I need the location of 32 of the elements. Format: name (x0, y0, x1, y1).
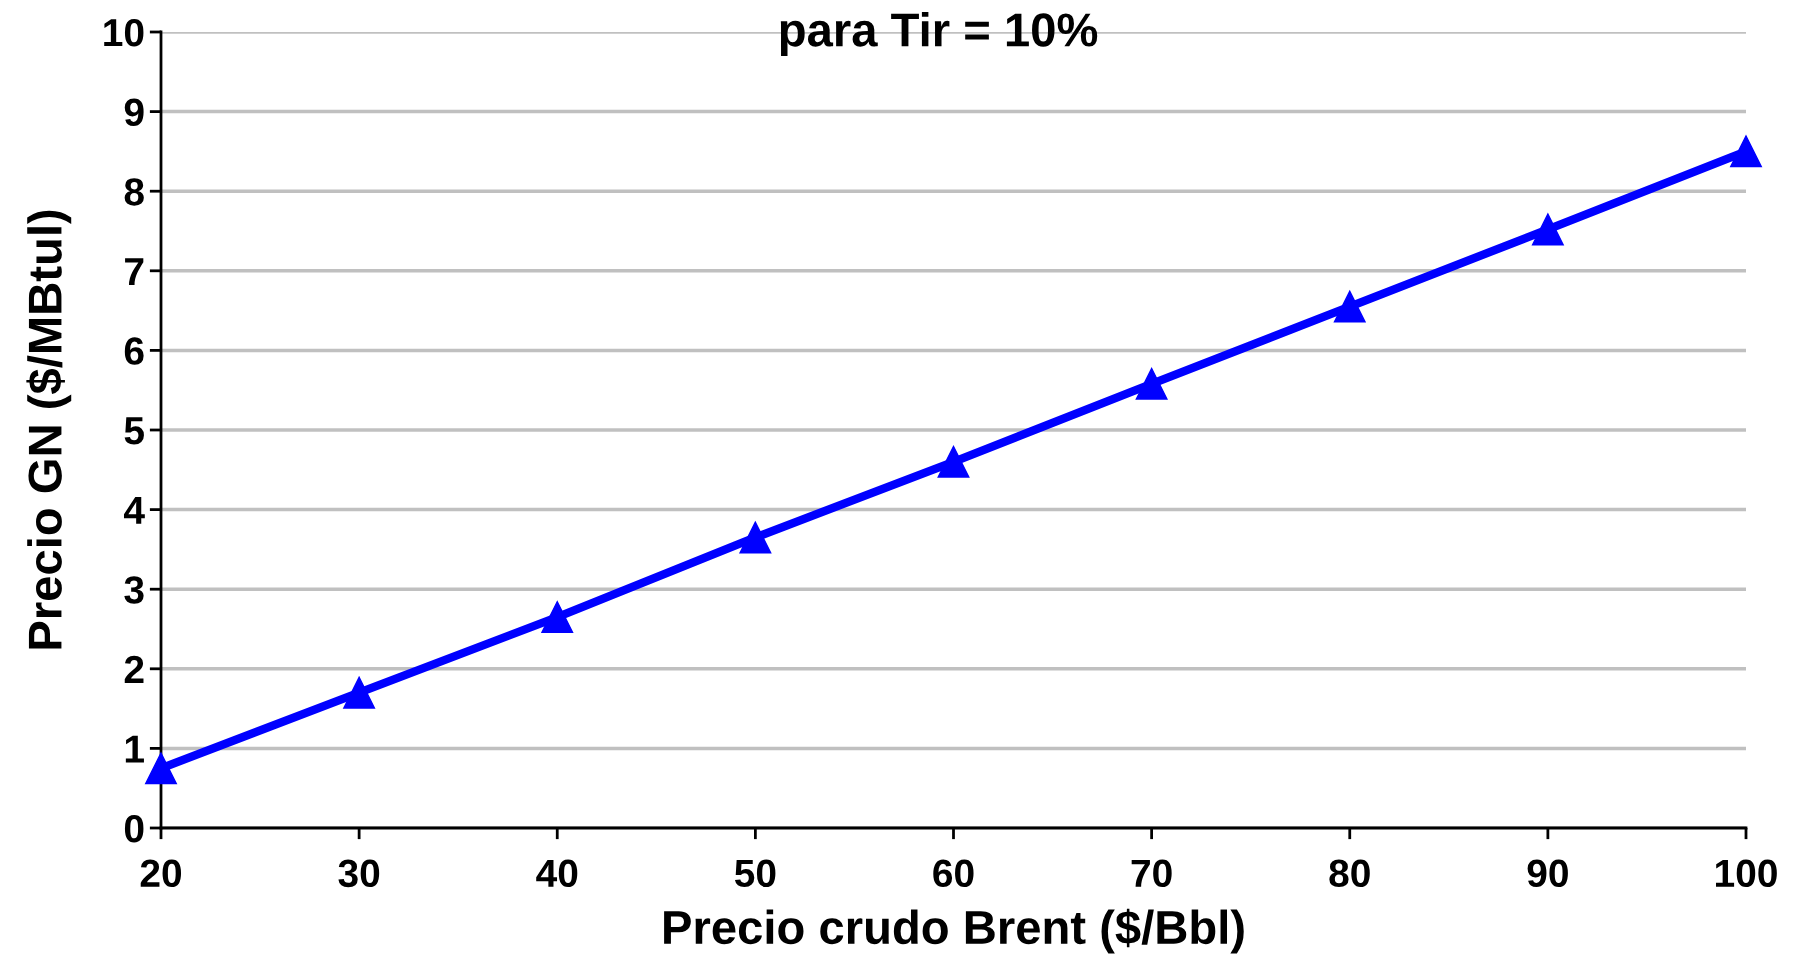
x-tick-label: 40 (536, 859, 578, 888)
x-axis-title: Precio crudo Brent ($/Bbl) (664, 908, 1244, 954)
x-tick-label: 70 (1131, 859, 1172, 888)
point (1333, 290, 1366, 323)
x-tick-label: 60 (933, 859, 974, 888)
x-tick-label: 80 (1329, 859, 1370, 888)
point (343, 676, 376, 709)
point (145, 752, 177, 785)
x-tick-label: 90 (1527, 859, 1568, 888)
y-tick-label: 1 (125, 735, 144, 763)
point (937, 445, 970, 478)
y-tick-label: 8 (124, 178, 144, 206)
point (1730, 135, 1762, 168)
y-axis-title: Precio GN ($/MBtul) (26, 210, 72, 649)
point (739, 521, 772, 554)
x-tick-label: 100 (1716, 859, 1777, 888)
y-tick-label: 3 (124, 576, 144, 604)
point (1531, 213, 1564, 246)
x-tick-label: 50 (734, 859, 776, 888)
chart-title: para Tir = 10% (780, 12, 1098, 57)
y-tick-label: 4 (123, 496, 145, 524)
y-tick-label: 2 (124, 655, 144, 683)
x-tick-label: 20 (140, 859, 182, 888)
y-tick-label: 0 (124, 814, 144, 843)
y-tick-label: 5 (124, 417, 144, 445)
y-tick-label: 6 (124, 337, 144, 365)
x-tick-label: 30 (338, 859, 380, 888)
point (541, 601, 574, 634)
y-tick-label: 7 (125, 258, 144, 285)
y-tick-label: 9 (124, 98, 144, 127)
point (1135, 367, 1168, 400)
y-tick-label: 10 (104, 18, 144, 47)
